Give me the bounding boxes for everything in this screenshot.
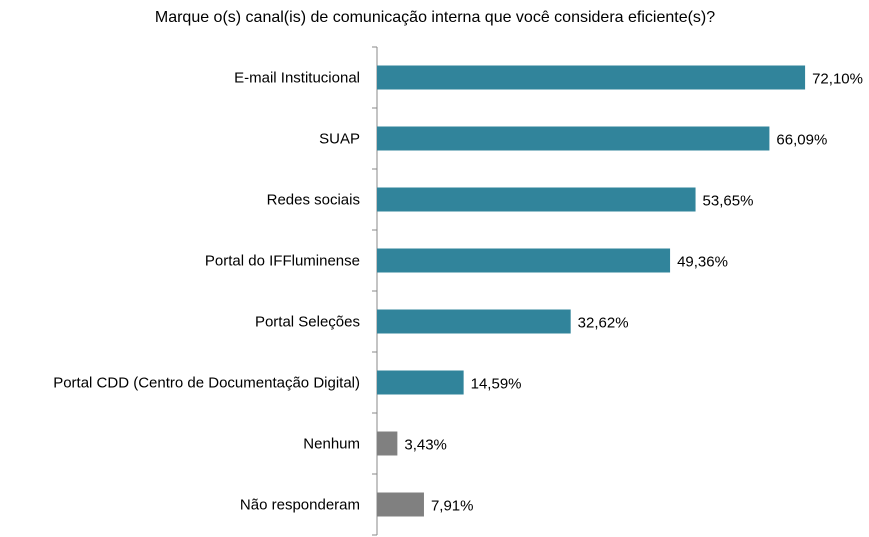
y-tick-label: Portal do IFFluminense [205,252,360,269]
y-tick-label: Portal CDD (Centro de Documentação Digit… [53,374,360,391]
bar [377,65,806,90]
bar [377,431,398,456]
data-label: 14,59% [471,375,522,392]
bar [377,126,770,151]
y-tick-label: SUAP [319,130,360,147]
data-label: 66,09% [776,131,827,148]
data-label: 49,36% [677,253,728,270]
data-label: 32,62% [578,314,629,331]
bar [377,248,671,273]
bar [377,187,696,212]
chart-title: Marque o(s) canal(is) de comunicação int… [155,9,715,26]
y-tick-label: Nenhum [303,435,360,452]
data-label: 7,91% [431,497,474,514]
y-tick-label: Portal Seleções [255,313,360,330]
y-tick-label: E-mail Institucional [234,69,360,86]
data-label: 72,10% [812,70,863,87]
data-label: 3,43% [404,436,447,453]
y-tick-label: Não responderam [240,496,360,513]
bar [377,370,464,395]
bar [377,492,424,517]
y-tick-label: Redes sociais [267,191,360,208]
data-label: 53,65% [703,192,754,209]
bar [377,309,571,334]
